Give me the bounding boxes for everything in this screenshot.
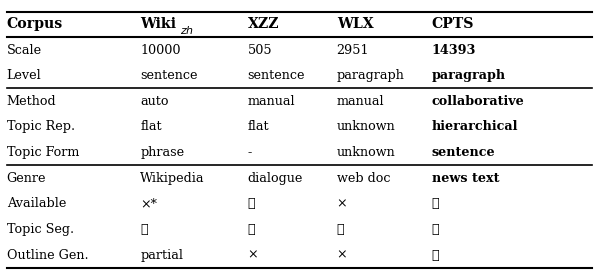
Text: ×: ×	[247, 249, 258, 262]
Text: sentence: sentence	[141, 69, 198, 82]
Text: manual: manual	[247, 95, 295, 108]
Text: paragraph: paragraph	[337, 69, 405, 82]
Text: flat: flat	[141, 120, 162, 133]
Text: sentence: sentence	[247, 69, 305, 82]
Text: WLX: WLX	[337, 18, 374, 32]
Text: sentence: sentence	[432, 146, 495, 159]
Text: phrase: phrase	[141, 146, 185, 159]
Text: web doc: web doc	[337, 172, 390, 185]
Text: ✓: ✓	[432, 249, 439, 262]
Text: Method: Method	[7, 95, 56, 108]
Text: Outline Gen.: Outline Gen.	[7, 249, 88, 262]
Text: XZZ: XZZ	[247, 18, 279, 32]
Text: 10000: 10000	[141, 44, 181, 56]
Text: ✓: ✓	[247, 197, 255, 210]
Text: 2951: 2951	[337, 44, 369, 56]
Text: 505: 505	[247, 44, 272, 56]
Text: ✓: ✓	[337, 223, 344, 236]
Text: ×: ×	[337, 197, 347, 210]
Text: ×*: ×*	[141, 197, 157, 210]
Text: Available: Available	[7, 197, 66, 210]
Text: dialogue: dialogue	[247, 172, 303, 185]
Text: paragraph: paragraph	[432, 69, 506, 82]
Text: Wikipedia: Wikipedia	[141, 172, 205, 185]
Text: ✓: ✓	[247, 223, 255, 236]
Text: news text: news text	[432, 172, 499, 185]
Text: Wiki: Wiki	[141, 18, 176, 32]
Text: CPTS: CPTS	[432, 18, 474, 32]
Text: unknown: unknown	[337, 120, 395, 133]
Text: Genre: Genre	[7, 172, 46, 185]
Text: auto: auto	[141, 95, 169, 108]
Text: 14393: 14393	[432, 44, 476, 56]
Text: partial: partial	[141, 249, 184, 262]
Text: unknown: unknown	[337, 146, 395, 159]
Text: manual: manual	[337, 95, 384, 108]
Text: ✓: ✓	[432, 223, 439, 236]
Text: Topic Form: Topic Form	[7, 146, 79, 159]
Text: Level: Level	[7, 69, 41, 82]
Text: ✓: ✓	[432, 197, 439, 210]
Text: Scale: Scale	[7, 44, 42, 56]
Text: Topic Seg.: Topic Seg.	[7, 223, 74, 236]
Text: ×: ×	[337, 249, 347, 262]
Text: ✓: ✓	[141, 223, 148, 236]
Text: Topic Rep.: Topic Rep.	[7, 120, 74, 133]
Text: Corpus: Corpus	[7, 18, 63, 32]
Text: -: -	[247, 146, 252, 159]
Text: flat: flat	[247, 120, 269, 133]
Text: $zh$: $zh$	[180, 24, 194, 36]
Text: collaborative: collaborative	[432, 95, 524, 108]
Text: hierarchical: hierarchical	[432, 120, 519, 133]
